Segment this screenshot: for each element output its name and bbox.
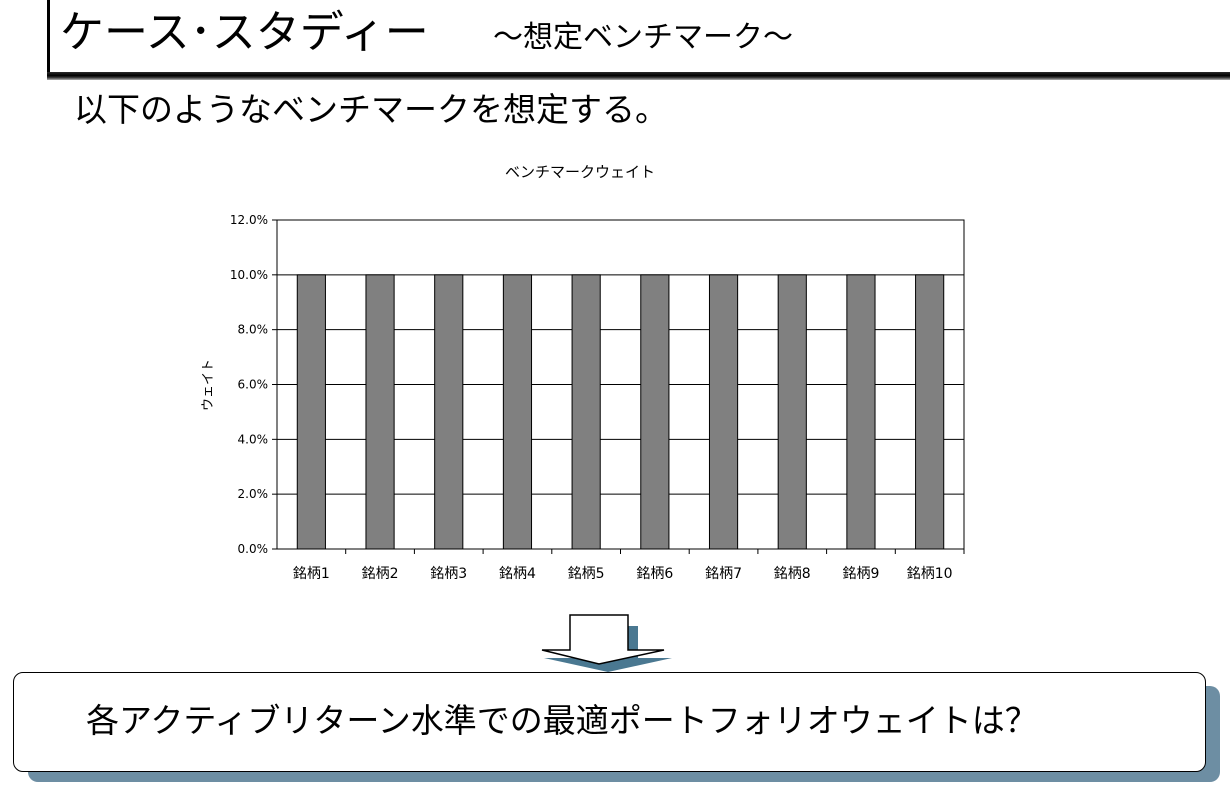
y-tick-label: 0.0% [238, 542, 269, 556]
bar [365, 274, 395, 550]
bar [708, 274, 739, 550]
y-tick-label: 6.0% [238, 378, 269, 392]
x-tick-label: 銘柄2 [362, 566, 399, 582]
bar [777, 274, 807, 550]
bar [502, 274, 533, 550]
down-arrow-icon [541, 614, 672, 672]
down-arrow-outline [541, 614, 665, 665]
page-subtitle: ～想定ベンチマーク～ [493, 20, 793, 55]
bar [434, 274, 464, 550]
chart-title: ベンチマークウェイト [504, 163, 655, 181]
bar [915, 274, 945, 550]
y-tick-label: 4.0% [238, 432, 269, 446]
bar [640, 274, 670, 550]
page-title: ケース･スタディー [60, 7, 429, 58]
x-tick-label: 銘柄1 [293, 566, 330, 582]
question-text: 各アクティブリターン水準での最適ポートフォリオウェイトは？ [86, 701, 1038, 740]
x-tick-label: 銘柄8 [774, 566, 811, 582]
x-tick-label: 銘柄5 [568, 566, 605, 582]
x-tick-label: 銘柄4 [499, 566, 536, 582]
header-divider-bar [47, 72, 1230, 80]
x-tick-label: 銘柄10 [907, 566, 953, 582]
x-tick-label: 銘柄6 [636, 566, 673, 582]
question-box: 各アクティブリターン水準での最適ポートフォリオウェイトは？ [13, 672, 1206, 772]
y-tick-label: 12.0% [230, 213, 268, 227]
header-divider-vertical [47, 0, 50, 80]
intro-text: 以下のようなベンチマークを想定する。 [74, 90, 668, 129]
y-tick-label: 10.0% [230, 268, 268, 282]
y-tick-label: 8.0% [238, 323, 269, 337]
bar [571, 274, 601, 550]
bar [296, 274, 326, 550]
y-axis-label: ウェイト [201, 359, 216, 411]
x-tick-label: 銘柄3 [430, 566, 467, 582]
plot-area [276, 219, 965, 550]
x-tick-label: 銘柄9 [842, 566, 879, 582]
y-tick-label: 2.0% [238, 487, 269, 501]
x-tick-label: 銘柄7 [705, 566, 742, 582]
bar [846, 274, 876, 550]
